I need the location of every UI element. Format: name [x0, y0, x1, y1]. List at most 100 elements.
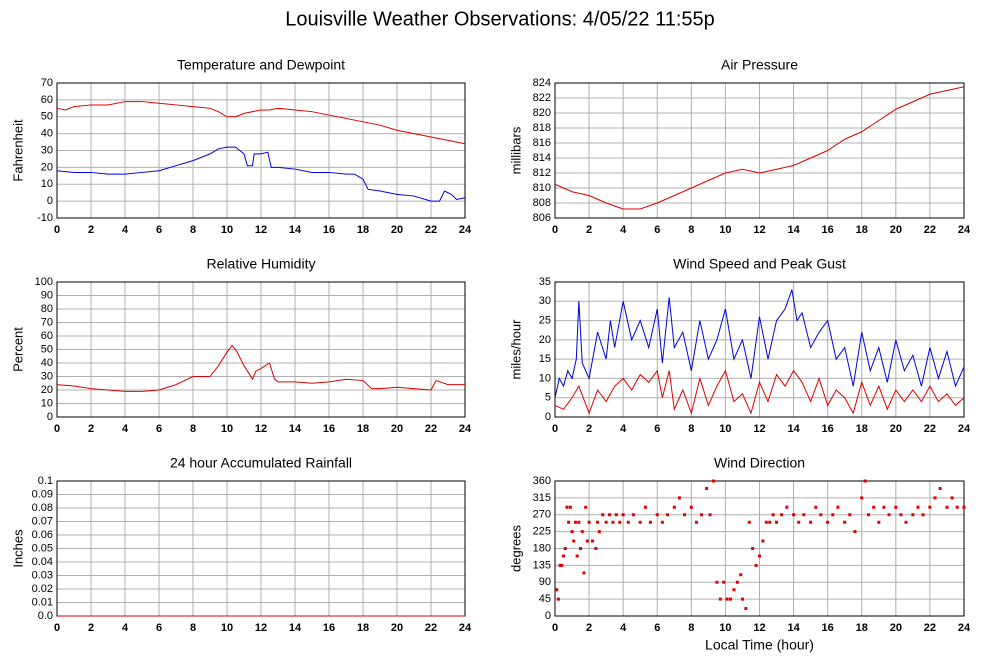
y-tick-label: 100: [35, 276, 53, 288]
data-point: [579, 547, 583, 550]
y-tick-label: 0.05: [32, 542, 53, 554]
y-tick-label: 806: [533, 212, 551, 224]
data-point: [608, 513, 612, 517]
chart-title: Wind Speed and Peak Gust: [673, 256, 846, 272]
data-line: [554, 289, 965, 398]
y-tick-label: 0: [47, 195, 53, 207]
data-point: [604, 520, 608, 524]
y-tick-label: 40: [41, 357, 53, 369]
chart-panel: Air Pressuremillibars8068088108128148168…: [508, 57, 971, 236]
data-point: [567, 520, 571, 524]
y-tick-label: 0: [47, 411, 53, 423]
y-tick-label: 30: [41, 144, 53, 156]
y-tick-label: 35: [539, 276, 551, 288]
data-point: [819, 513, 823, 517]
plot-frame: [554, 82, 965, 219]
data-point: [894, 505, 898, 509]
x-tick-label: 6: [156, 622, 162, 634]
x-tick-label: 4: [620, 423, 627, 435]
x-tick-label: 12: [753, 423, 765, 435]
x-tick-label: 14: [787, 224, 800, 236]
data-point: [570, 530, 574, 534]
data-point: [732, 588, 736, 592]
x-tick-label: 20: [890, 224, 902, 236]
x-tick-label: 6: [654, 224, 660, 236]
x-tick-label: 24: [459, 224, 472, 236]
x-tick-label: 18: [856, 423, 868, 435]
x-tick-label: 8: [688, 622, 694, 634]
data-point: [911, 513, 915, 517]
x-tick-label: 2: [586, 224, 592, 236]
plot-frame: [554, 281, 965, 418]
y-tick-label: 20: [539, 334, 551, 346]
x-tick-label: 18: [357, 622, 369, 634]
data-point: [938, 487, 942, 490]
y-axis-label: Percent: [10, 327, 25, 372]
data-point: [708, 513, 712, 517]
x-tick-label: 10: [719, 622, 731, 634]
data-point: [573, 520, 577, 524]
y-tick-label: 10: [41, 397, 53, 409]
y-axis-label: degrees: [508, 525, 523, 572]
x-tick-label: 10: [719, 423, 731, 435]
x-tick-label: 12: [753, 224, 765, 236]
y-tick-label: 822: [533, 92, 551, 104]
y-tick-label: 818: [533, 122, 551, 134]
x-tick-label: 0: [552, 224, 558, 236]
data-point: [584, 505, 588, 509]
x-tick-label: 16: [323, 224, 335, 236]
x-tick-label: 8: [190, 423, 196, 435]
data-point: [582, 571, 586, 575]
y-tick-label: 0.1: [38, 475, 53, 487]
chart-title: Temperature and Dewpoint: [177, 57, 345, 73]
data-point: [700, 513, 704, 517]
x-tick-label: 4: [122, 224, 129, 236]
x-tick-label: 6: [654, 423, 660, 435]
data-point: [863, 479, 867, 483]
data-point: [836, 505, 840, 509]
data-point: [631, 513, 635, 517]
y-tick-label: 810: [533, 182, 551, 194]
x-tick-label: 12: [255, 423, 267, 435]
data-point: [718, 597, 722, 601]
y-tick-label: 80: [41, 303, 53, 315]
data-point: [882, 505, 886, 509]
data-point: [556, 597, 560, 601]
y-tick-label: 10: [539, 372, 551, 384]
chart-title: Relative Humidity: [207, 256, 316, 272]
x-tick-label: 2: [88, 224, 94, 236]
x-tick-label: 14: [289, 622, 302, 634]
y-tick-label: 60: [41, 330, 53, 342]
y-tick-label: 808: [533, 197, 551, 209]
data-point: [797, 520, 801, 524]
y-tick-label: 360: [533, 475, 551, 487]
data-point: [754, 563, 758, 567]
x-tick-label: 2: [586, 622, 592, 634]
data-point: [933, 496, 937, 500]
y-tick-label: 0: [545, 610, 551, 622]
data-point: [955, 505, 959, 509]
data-point: [689, 505, 693, 509]
x-tick-label: 0: [54, 224, 60, 236]
data-point: [722, 580, 726, 584]
data-point: [618, 520, 622, 524]
x-tick-label: 4: [122, 423, 129, 435]
data-point: [962, 505, 966, 509]
x-tick-label: 4: [122, 622, 129, 634]
data-point: [694, 520, 698, 524]
y-tick-label: 315: [533, 492, 551, 504]
data-point: [899, 513, 903, 517]
x-tick-label: 16: [323, 622, 335, 634]
chart-title: Wind Direction: [714, 455, 805, 471]
y-tick-label: 90: [41, 289, 53, 301]
y-tick-label: 0.01: [32, 596, 53, 608]
y-tick-label: 816: [533, 137, 551, 149]
data-point: [585, 539, 589, 543]
page-title: Louisville Weather Observations: 4/05/22…: [285, 8, 715, 30]
y-tick-label: 25: [539, 314, 551, 326]
data-point: [831, 513, 835, 517]
x-tick-label: 22: [425, 423, 437, 435]
data-point: [555, 588, 559, 592]
x-tick-label: 16: [822, 622, 834, 634]
x-axis-label: Local Time (hour): [705, 637, 814, 653]
